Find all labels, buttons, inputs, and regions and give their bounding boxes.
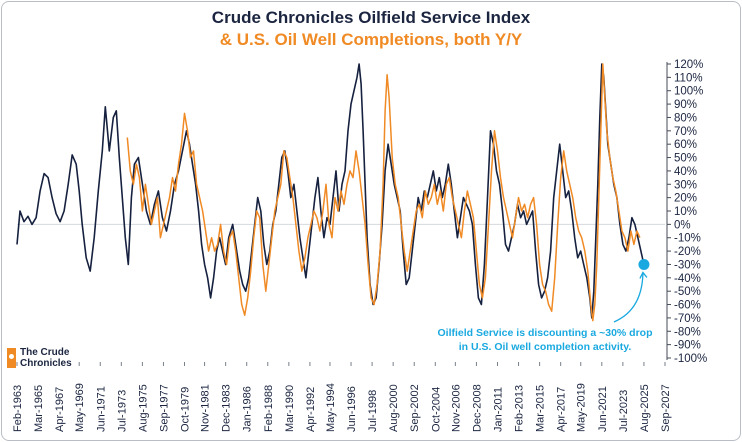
x-tick-label: Aug-1975 (137, 384, 149, 432)
y-tick-label: 80% (674, 112, 697, 124)
y-tick-label: 70% (674, 126, 697, 138)
x-tick-label: Nov-2006 (450, 384, 462, 432)
annotation-line-1: Oilfield Service is discounting a ~30% d… (437, 327, 653, 339)
series-line-well-completions (126, 63, 641, 322)
x-tick-label: Jul-1973 (116, 390, 128, 432)
y-tick-label: 60% (674, 139, 697, 151)
y-tick-label: 90% (674, 99, 697, 111)
y-tick-label: -20% (674, 246, 701, 258)
annotation-line-2: in U.S. Oil well completion activity. (458, 341, 632, 353)
x-tick-label: Dec-1983 (221, 384, 233, 432)
y-tick-label: 0% (674, 219, 691, 231)
x-tick-label: Nov-1981 (200, 384, 212, 432)
series-line-oilfield-service (16, 63, 645, 319)
x-tick-label: May-1969 (74, 383, 86, 432)
highlight-marker (638, 258, 650, 270)
y-tick-label: -30% (674, 259, 701, 271)
x-tick-label: Jun-1971 (95, 386, 107, 432)
y-tick-label: 20% (674, 193, 697, 205)
y-tick-label: -100% (674, 353, 707, 365)
logo-mark-icon (7, 348, 16, 368)
logo: The Crude Chronicles (7, 344, 117, 374)
x-tick-label: May-1994 (325, 383, 337, 432)
x-tick-label: Dec-2008 (471, 384, 483, 432)
x-tick-label: Sep-2027 (660, 384, 672, 432)
x-tick-label: Aug-2000 (388, 384, 400, 432)
annotation-arrowhead (639, 271, 648, 279)
x-tick-label: Jan-1986 (242, 386, 254, 432)
x-tick-label: Oct-1979 (180, 387, 192, 432)
x-tick-label: Feb-1988 (263, 385, 275, 432)
y-tick-label: 100% (674, 86, 703, 98)
chart-subtitle: & U.S. Oil Well Completions, both Y/Y (219, 30, 523, 49)
x-tick-label: Mar-1990 (284, 385, 296, 432)
x-tick-label: Aug-2025 (639, 384, 651, 432)
y-tick-label: -40% (674, 273, 701, 285)
chart-annotation: Oilfield Service is discounting a ~30% d… (420, 326, 670, 354)
x-tick-label: Jul-1998 (367, 390, 379, 432)
y-tick-label: 10% (674, 206, 697, 218)
x-tick-label: Apr-2017 (556, 387, 568, 432)
x-tick-label: Mar-1965 (33, 385, 45, 432)
y-tick-label: -70% (674, 313, 701, 325)
x-tick-label: Jun-2021 (597, 386, 609, 432)
x-tick-label: Apr-1992 (305, 387, 317, 432)
chart-title: Crude Chronicles Oilfield Service Index (211, 8, 531, 27)
x-tick-label: Jul-2023 (618, 390, 630, 432)
y-tick-label: -80% (674, 326, 701, 338)
y-tick-label: 30% (674, 179, 697, 191)
x-tick-label: Feb-2013 (514, 385, 526, 432)
x-tick-label: Oct-2004 (430, 387, 442, 432)
x-tick-label: May-2019 (576, 383, 588, 432)
x-tick-label: Sep-1977 (158, 384, 170, 432)
y-tick-label: 110% (674, 72, 703, 84)
logo-line-2: Chronicles (20, 358, 72, 369)
y-tick-label: -90% (674, 340, 701, 352)
x-tick-label: Sep-2002 (409, 384, 421, 432)
x-tick-label: Jan-2011 (492, 387, 504, 432)
x-tick-label: Feb-1963 (12, 385, 24, 432)
y-tick-label: -50% (674, 286, 701, 298)
y-tick-label: 120% (674, 59, 703, 71)
y-tick-label: 50% (674, 153, 697, 165)
x-tick-label: Mar-2015 (535, 385, 547, 432)
y-tick-label: -60% (674, 300, 701, 312)
y-tick-label: 40% (674, 166, 697, 178)
x-tick-label: Jun-1996 (346, 386, 358, 432)
y-tick-label: -10% (674, 233, 701, 245)
logo-line-1: The Crude (20, 347, 70, 358)
annotation-arrow (613, 273, 644, 323)
x-tick-label: Apr-1967 (54, 387, 66, 432)
